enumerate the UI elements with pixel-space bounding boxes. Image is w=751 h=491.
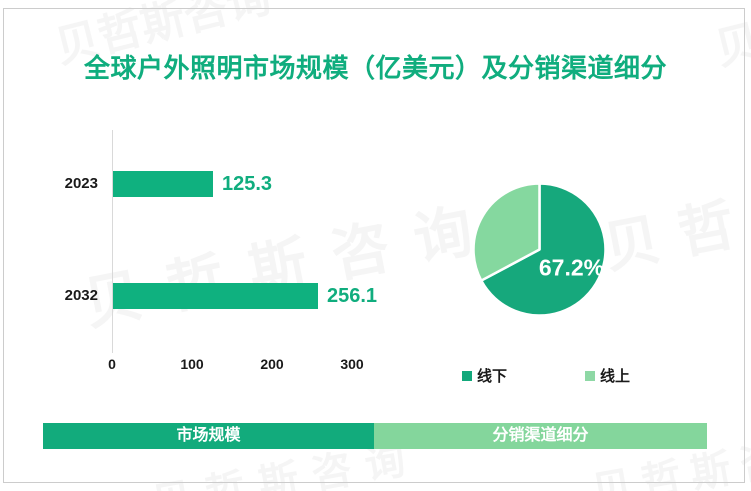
pie-slice-线下 <box>480 182 607 317</box>
pie-svg: 67.2% <box>472 182 607 317</box>
bar-value-label: 125.3 <box>222 173 273 195</box>
x-axis-tick-label: 0 <box>108 356 116 372</box>
page-title: 全球户外照明市场规模（亿美元）及分销渠道细分 <box>83 53 667 83</box>
legend-swatch-icon <box>585 370 596 381</box>
tab-市场规模[interactable]: 市场规模 <box>43 423 374 449</box>
x-axis-tick-mark <box>112 348 113 353</box>
x-axis-tick-label: 200 <box>260 356 284 372</box>
section-tabs: 市场规模 分销渠道细分 <box>43 423 707 449</box>
x-axis-tick-label: 100 <box>180 356 204 372</box>
x-axis-tick-label: 300 <box>340 356 364 372</box>
tab-分销渠道细分[interactable]: 分销渠道细分 <box>374 423 707 449</box>
legend-item-线下: 线下 <box>462 365 507 386</box>
watermark-right: 贝哲斯咨询 <box>598 145 751 280</box>
pie-percentage-label: 67.2% <box>539 255 604 281</box>
pie-slice-线上 <box>472 182 541 282</box>
pie-legend: 线下 线上 <box>462 365 630 386</box>
legend-label: 线上 <box>600 368 631 385</box>
bar-2023 <box>113 171 213 197</box>
bar-value-label: 256.1 <box>327 285 378 307</box>
y-axis-line <box>112 130 113 348</box>
pie-chart: 67.2% <box>471 181 608 318</box>
legend-label: 线下 <box>477 368 508 385</box>
bar-2032 <box>113 283 318 309</box>
bar-category-label: 2032 <box>64 287 98 304</box>
bar-category-label: 2023 <box>64 175 98 192</box>
legend-item-线上: 线上 <box>585 365 630 386</box>
bar-chart: 2023 125.3 2032 256.1 0 100 200 300 <box>0 130 430 385</box>
legend-swatch-icon <box>462 370 472 381</box>
